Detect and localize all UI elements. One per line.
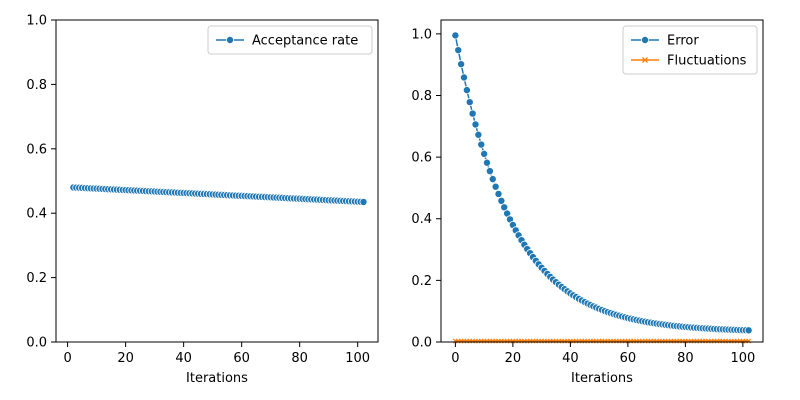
- legend-box: [207, 25, 373, 55]
- y-axis: 0.0 0.2 0.4 0.6 0.8 1.0: [26, 14, 56, 351]
- data-point: [474, 130, 483, 139]
- legend-marker: [225, 36, 234, 45]
- y-tick-label: 0.0: [26, 336, 47, 351]
- legend: Acceptance rate: [207, 25, 373, 55]
- legend-label: Fluctuations: [667, 54, 747, 69]
- data-point: [494, 189, 503, 198]
- series-group: [451, 31, 753, 344]
- y-tick-label: 0.2: [411, 274, 432, 289]
- acceptance-rate-chart: 0 20 40 60 80 100 Iterations 0.0 0.2 0.4 0.6 0.8 1.0…: [26, 14, 379, 386]
- data-point: [485, 167, 494, 176]
- data-point: [462, 86, 471, 95]
- series-acceptance-rate: [69, 183, 368, 206]
- legend-marker: [641, 36, 650, 45]
- x-tick-label: 80: [677, 351, 694, 366]
- x-tick-label: 40: [175, 351, 192, 366]
- legend-box: [622, 25, 758, 75]
- y-tick-label: 0.4: [26, 207, 47, 222]
- x-tick-label: 0: [63, 351, 71, 366]
- data-point: [465, 98, 474, 107]
- data-point: [468, 109, 477, 118]
- y-tick-label: 1.0: [26, 14, 47, 29]
- data-point: [744, 326, 753, 335]
- y-tick-label: 0.8: [26, 78, 47, 93]
- x-tick-label: 100: [345, 351, 370, 366]
- legend-item: Acceptance rate: [216, 34, 358, 49]
- x-tick-label: 20: [117, 351, 134, 366]
- y-tick-label: 1.0: [411, 27, 432, 42]
- axes-frame: [55, 19, 379, 343]
- data-point: [480, 149, 489, 158]
- y-tick-label: 0.8: [411, 89, 432, 104]
- data-point: [471, 120, 480, 129]
- data-point: [459, 73, 468, 82]
- data-point: [488, 175, 497, 184]
- legend-item: Error: [631, 34, 699, 49]
- x-tick-label: 60: [233, 351, 250, 366]
- y-tick-label: 0.4: [411, 212, 432, 227]
- series-group: [69, 183, 368, 206]
- y-tick-label: 0.0: [411, 336, 432, 351]
- series-error: [451, 31, 753, 335]
- plot-area: [56, 20, 378, 342]
- x-axis-label: Iterations: [186, 371, 248, 386]
- x-axis-label: Iterations: [571, 371, 633, 386]
- y-tick-label: 0.2: [26, 271, 47, 286]
- x-tick-label: 0: [451, 351, 459, 366]
- legend-label: Error: [667, 34, 699, 49]
- axes-frame: [440, 19, 764, 343]
- y-axis: 0.0 0.2 0.4 0.6 0.8 1.0: [411, 27, 441, 351]
- y-tick-label: 0.6: [411, 151, 432, 166]
- x-tick-label: 100: [730, 351, 755, 366]
- legend-item: Fluctuations: [631, 54, 747, 69]
- legend-marker: [642, 57, 648, 63]
- data-point: [491, 182, 500, 191]
- data-point: [497, 196, 506, 205]
- data-point: [451, 31, 460, 40]
- data-point: [454, 46, 463, 55]
- x-tick-label: 40: [562, 351, 579, 366]
- data-point: [477, 140, 486, 149]
- x-tick-label: 80: [291, 351, 308, 366]
- x-tick-label: 20: [505, 351, 522, 366]
- x-axis: 0 20 40 60 80 100 Iterations: [63, 342, 370, 386]
- legend: Error Fluctuations: [622, 25, 758, 75]
- x-axis: 0 20 40 60 80 100 Iterations: [451, 342, 755, 386]
- data-point: [359, 197, 368, 206]
- x-tick-label: 60: [620, 351, 637, 366]
- legend-label: Acceptance rate: [252, 34, 358, 49]
- error-chart: 0 20 40 60 80 100 Iterations 0.0 0.2 0.4 0.6 0.8 1.0…: [411, 19, 764, 386]
- data-point: [482, 158, 491, 167]
- data-point: [457, 60, 466, 69]
- y-tick-label: 0.6: [26, 142, 47, 157]
